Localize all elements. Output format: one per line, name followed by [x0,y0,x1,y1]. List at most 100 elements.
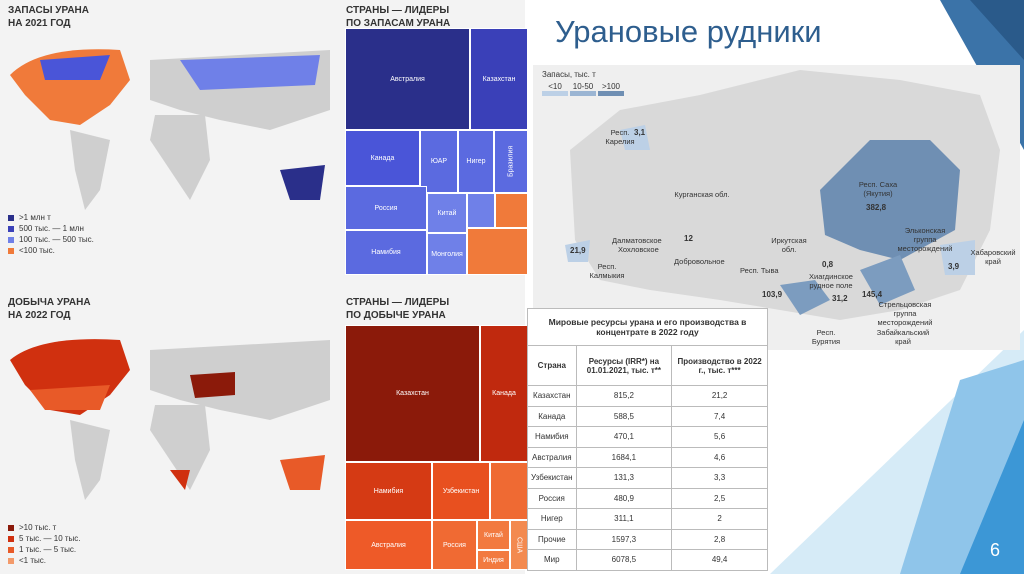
map-label: Респ. Карелия [605,128,635,146]
map-title: НА 2021 ГОД [8,18,71,29]
treemap-label: Австралия [345,28,470,130]
legend-swatch [8,247,14,254]
treemap-label: США [510,520,528,570]
legend-label: >10 тыс. т [19,523,57,532]
map-title: ЗАПАСЫ УРАНА [8,5,89,16]
table-cell: 311,1 [575,508,673,530]
treemap-cell [467,193,495,228]
legend-label: 1 тыс. — 5 тыс. [19,545,77,554]
shape [820,140,960,260]
table-cell: 480,9 [575,487,673,509]
table-cell: 131,3 [575,467,673,489]
shape [860,255,915,305]
treemap-title: ПО ЗАПАСАМ УРАНА [346,18,451,29]
treemap-label: Китай [477,520,510,550]
shape [70,420,110,500]
legend-swatch [8,225,14,232]
legend-label: >100 [601,82,621,91]
resources-table: Мировые ресурсы урана и его производства… [527,308,768,574]
legend-item: 1 тыс. — 5 тыс. [8,544,81,555]
table-title-row: Мировые ресурсы урана и его производства… [527,308,768,346]
table-cell: 21,2 [671,385,768,407]
map-label: Хохловское [618,245,659,254]
map-label: 31,2 [832,294,848,303]
map-label: Курганская обл. [674,190,730,199]
shape [280,165,325,200]
shape [940,240,975,275]
table-cell: 2,5 [671,487,768,509]
legend-item: >10 тыс. т [8,522,81,533]
treemap-label: Россия [432,520,477,570]
treemap-label: Бразилия [494,130,528,193]
legend-item: <10 [542,82,568,96]
table-cell: 588,5 [575,405,673,427]
table-cell: Мир [527,549,577,571]
legend-item: >1 млн т [8,212,94,223]
map-label: 382,8 [866,203,887,212]
table-row: Мир 6078,5 49,4 [527,549,768,571]
treemap-title: СТРАНЫ — ЛИДЕРЫ [346,5,450,16]
legend-items: <10 10-50 >100 [542,82,624,96]
legend-label: 100 тыс. — 500 тыс. [19,235,94,244]
decor [960,420,1024,574]
legend-swatch [598,91,624,96]
treemap-label: Индия [477,550,510,570]
map-label: Добровольное [674,257,725,266]
map-label: 3,9 [948,262,960,271]
table-header-row: Страна Ресурсы (IRR*) на 01.01.2021, тыс.… [527,345,768,386]
legend-label: <10 [548,82,562,91]
table-cell: Канада [527,405,577,427]
legend-item: 10-50 [570,82,596,96]
legend-item: <100 тыс. [8,245,94,256]
legend-item: >100 [598,82,624,96]
table-header: Производство в 2022 г., тыс. т*** [671,345,768,386]
shape [780,280,830,315]
treemap-cell [495,193,528,228]
shape [180,55,320,90]
legend-title: Запасы, тыс. т [542,70,596,79]
table-cell: Казахстан [527,385,577,407]
treemap-label: Россия [345,186,427,230]
legend-swatch [570,91,596,96]
legend-swatch [8,524,14,531]
table-cell: Австралия [527,446,577,468]
table-row: Узбекистан 131,3 3,3 [527,467,768,489]
treemap-label: Намибия [345,230,427,275]
treemap-label: Намибия [345,462,432,520]
legend-item: 5 тыс. — 10 тыс. [8,533,81,544]
shape [280,455,325,490]
map-label: Хабаровский край [970,248,1016,266]
production-world-map [10,339,330,500]
legend-label: <1 тыс. [19,556,46,565]
table: Мировые ресурсы урана и его производства… [527,308,768,571]
table-cell: 5,6 [671,426,768,448]
table-cell: Нигер [527,508,577,530]
table-cell: Прочие [527,528,577,550]
shape [150,115,210,200]
map-label: Забайкальский край [876,328,930,346]
table-row: Казахстан 815,2 21,2 [527,385,768,407]
table-cell: 470,1 [575,426,673,448]
table-row: Нигер 311,1 2 [527,508,768,530]
treemap-label: Австралия [345,520,432,570]
map-label: 12 [684,234,693,243]
table-cell: 6078,5 [575,549,673,571]
table-header: Страна [527,345,577,386]
map-title: НА 2022 ГОД [8,310,71,321]
legend-item: 100 тыс. — 500 тыс. [8,234,94,245]
treemap-label: Китай [427,193,467,233]
treemap-cell [490,462,528,520]
shape [150,405,210,490]
table-cell: 49,4 [671,549,768,571]
legend-swatch [8,236,14,243]
shape [190,372,235,398]
legend-swatch [8,546,14,553]
map-label: 0,8 [822,260,834,269]
shape [170,470,190,490]
legend-label: <100 тыс. [19,246,55,255]
table-cell: 1684,1 [575,446,673,468]
treemap-label: Канада [345,130,420,186]
table-row: Россия 480,9 2,5 [527,487,768,509]
shape [565,240,590,262]
russia-legend: Запасы, тыс. т <10 10-50 >100 [542,70,624,96]
